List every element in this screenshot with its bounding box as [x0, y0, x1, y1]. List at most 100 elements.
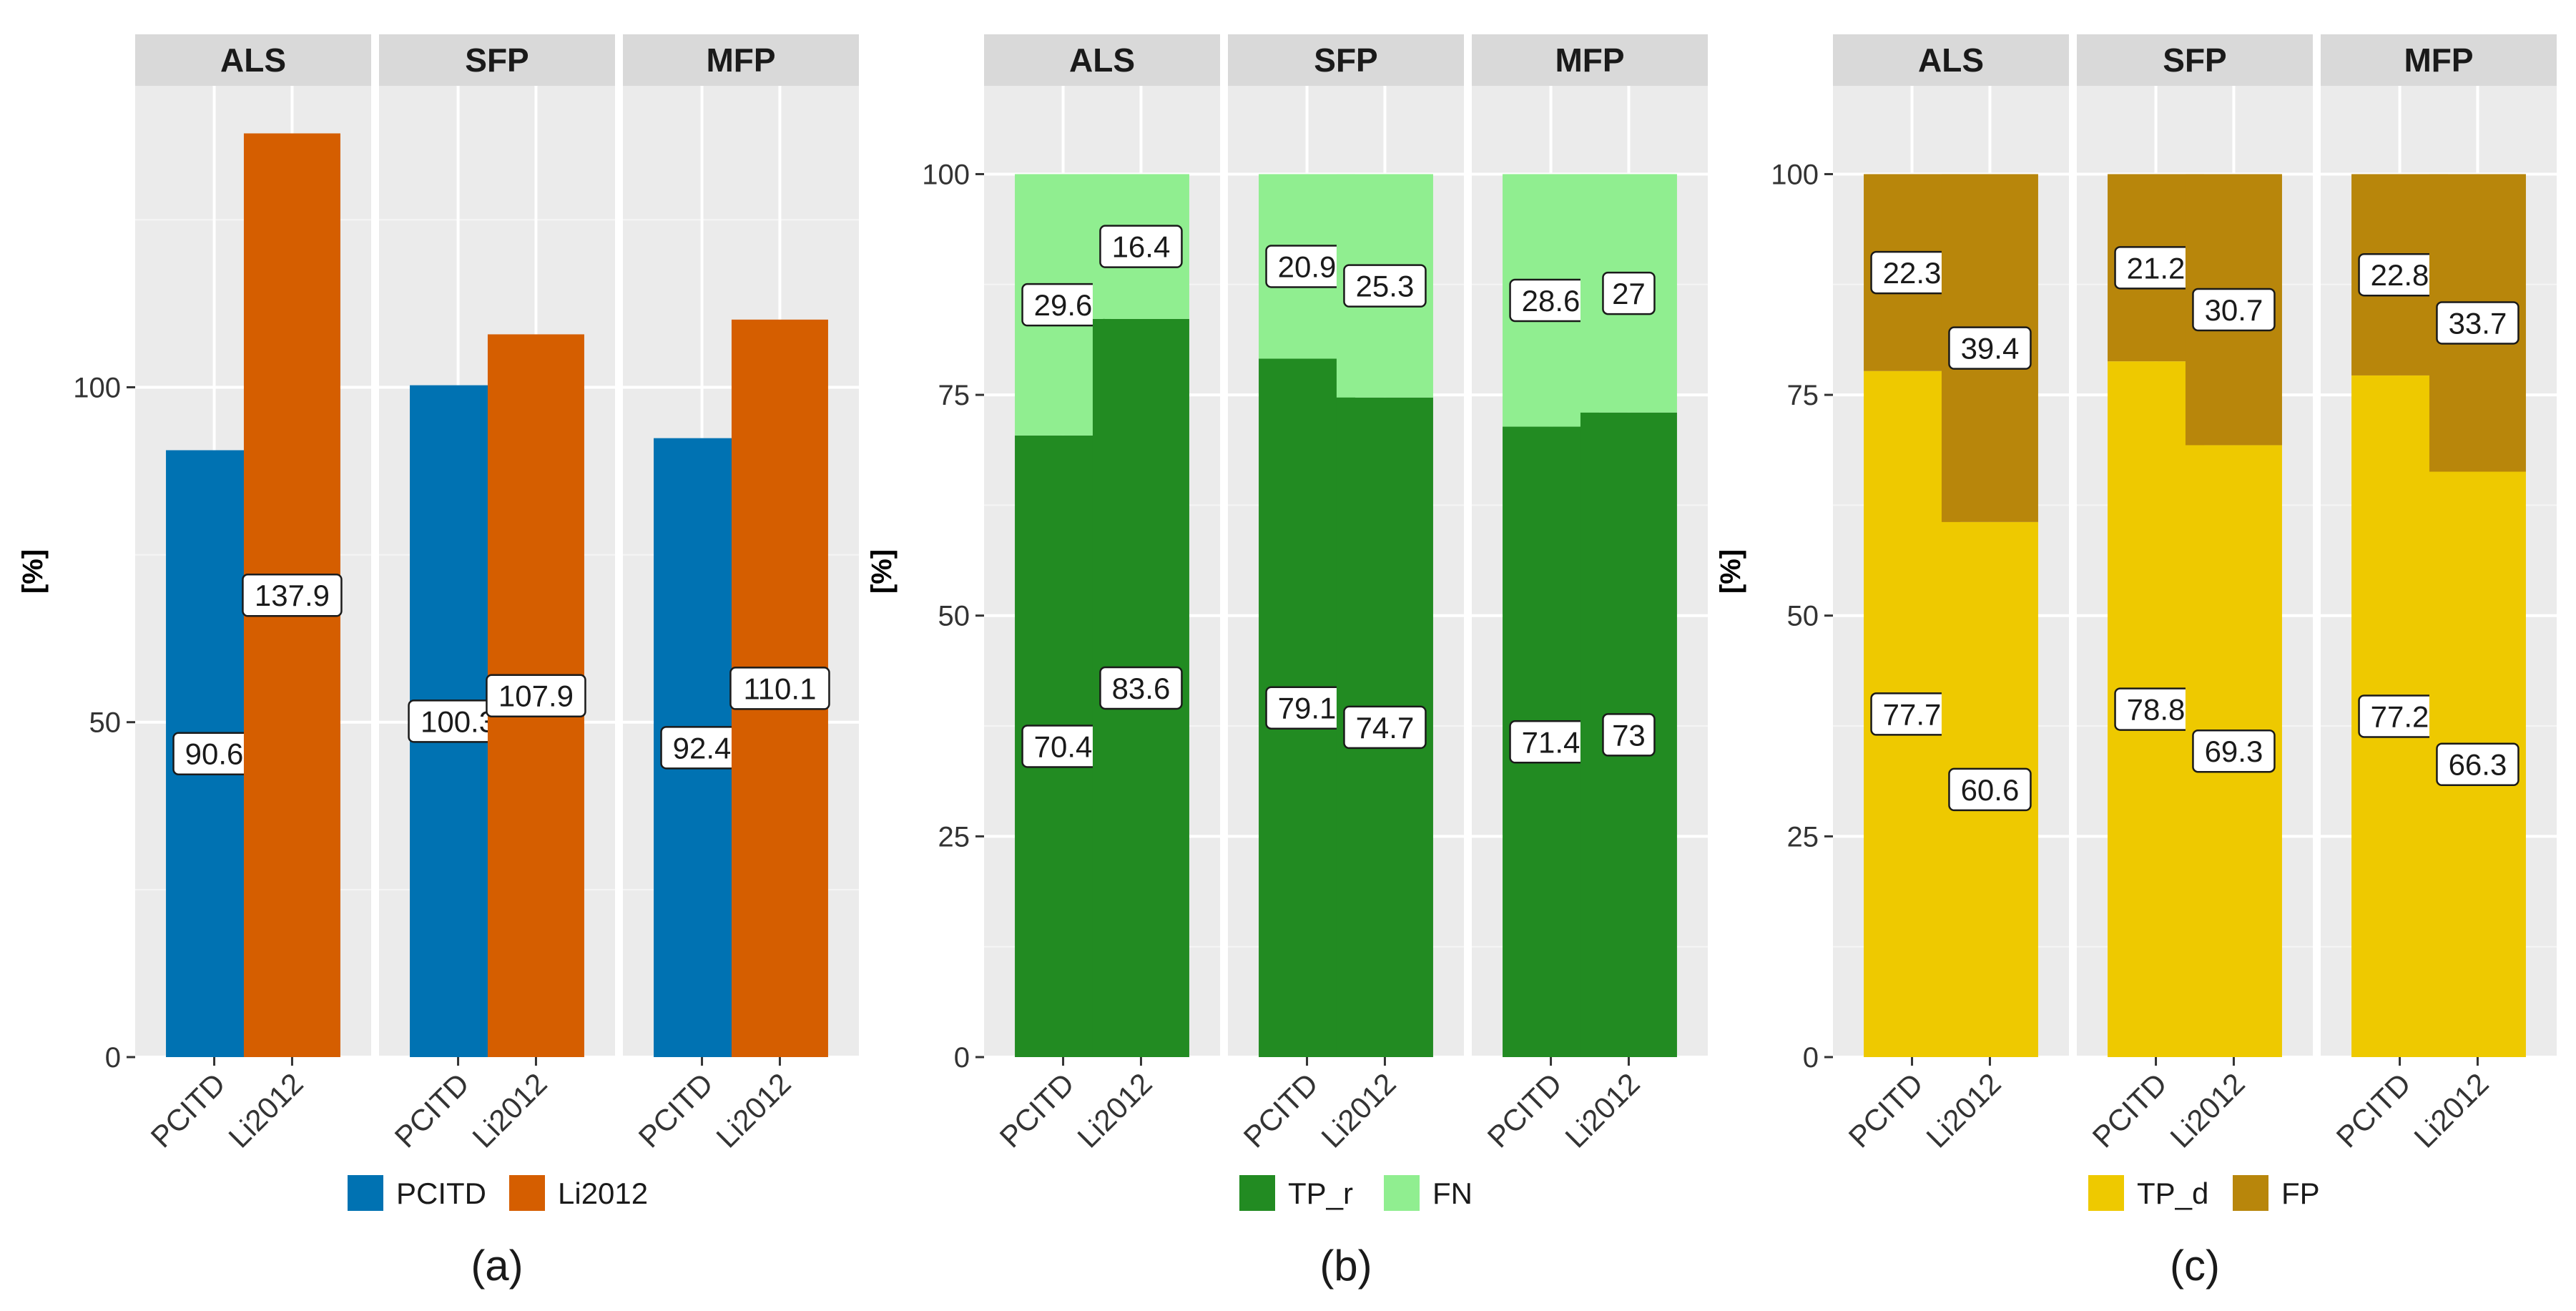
data-label: 25.3: [1356, 270, 1415, 303]
facet-strip-label: MFP: [1555, 41, 1624, 79]
panel-caption: (b): [1319, 1242, 1372, 1290]
data-label: 74.7: [1356, 711, 1415, 745]
y-tick-label: 25: [1787, 821, 1819, 853]
data-label: 20.9: [1278, 250, 1337, 283]
data-label-box: [1948, 326, 2032, 370]
y-tick-label: 50: [89, 707, 122, 739]
data-label-box: [486, 674, 586, 717]
x-tick-label: PCITD: [1481, 1066, 1568, 1154]
data-label: 107.9: [498, 679, 574, 713]
data-label: 73: [1612, 718, 1646, 752]
x-tick-label: Li2012: [2407, 1066, 2494, 1154]
data-label: 39.4: [1961, 332, 2020, 365]
data-label: 83.6: [1112, 672, 1171, 705]
facet-strip-label: MFP: [706, 41, 775, 79]
y-axis-title: [%]: [866, 549, 898, 594]
legend-label: PCITD: [396, 1177, 486, 1210]
y-tick-label: 0: [1803, 1042, 1819, 1074]
x-tick-label: Li2012: [1314, 1066, 1402, 1154]
legend-swatch: [2233, 1175, 2268, 1211]
facet-strip-label: SFP: [465, 41, 529, 79]
data-label: 30.7: [2205, 293, 2263, 327]
data-label: 100.3: [421, 704, 496, 738]
data-label: 77.2: [2371, 699, 2429, 733]
y-axis-title: [%]: [17, 549, 49, 594]
y-axis-title: [%]: [1715, 549, 1746, 594]
facet-strip-label: SFP: [2163, 41, 2226, 79]
facet-strip: [2321, 34, 2557, 86]
x-tick-label: PCITD: [1842, 1066, 1929, 1154]
data-label: 71.4: [1522, 725, 1580, 759]
data-label: 16.4: [1112, 230, 1171, 264]
facet-als: ALS 77.7 22.3 PCITD 60.6 39.4 Li2012: [1833, 34, 2069, 1154]
data-label: 33.7: [2449, 306, 2507, 340]
legend-swatch: [509, 1175, 545, 1211]
data-label-box: [1602, 713, 1656, 757]
y-tick-label: 0: [105, 1042, 121, 1074]
data-label: 77.7: [1883, 697, 1942, 731]
data-label-box: [1948, 767, 2032, 812]
y-tick-label: 75: [1787, 380, 1819, 411]
y-tick-label: 50: [1787, 601, 1819, 632]
legend: PCITD Li2012: [348, 1175, 648, 1211]
x-tick-label: PCITD: [632, 1066, 719, 1154]
facet-strip-label: ALS: [220, 41, 286, 79]
data-label: 70.4: [1034, 730, 1093, 763]
legend-label: TP_r: [1288, 1177, 1353, 1210]
chart-panel-c: [%] 0 25 50 75 100 ALS 77.7 22.3 PCITD 60.6 39.4 Li2…: [1715, 34, 2557, 1290]
facet-strip-label: SFP: [1314, 41, 1377, 79]
facet-als: ALS 90.6 PCITD 137.9 Li2012: [135, 34, 371, 1154]
facet-strip-label: ALS: [1069, 41, 1135, 79]
data-label-box: [729, 667, 830, 710]
facet-strip: [984, 34, 1220, 86]
legend-swatch: [348, 1175, 383, 1211]
data-label: 69.3: [2205, 735, 2263, 768]
data-label: 137.9: [255, 579, 330, 612]
y-tick-label: 0: [954, 1042, 970, 1074]
facet-mfp: MFP 71.4 28.6 PCITD 73 27 Li2012: [1472, 34, 1708, 1154]
data-label-box: [1099, 666, 1183, 710]
data-label-box: [242, 573, 343, 617]
facet-strip: [135, 34, 371, 86]
facet-als: ALS 70.4 29.6 PCITD 83.6 16.4 Li2012: [984, 34, 1220, 1154]
data-label: 78.8: [2127, 693, 2186, 727]
panel-caption: (c): [2170, 1242, 2220, 1290]
legend-swatch: [1239, 1175, 1275, 1211]
facet-strip: [1472, 34, 1708, 86]
data-label-box: [1099, 225, 1183, 268]
data-label: 28.6: [1522, 284, 1580, 318]
data-label: 22.8: [2371, 258, 2429, 292]
data-label-box: [2192, 729, 2276, 773]
x-tick-label: Li2012: [1558, 1066, 1646, 1154]
facet-strip-label: MFP: [2404, 41, 2473, 79]
x-tick-label: Li2012: [1919, 1066, 2007, 1154]
y-tick-label: 100: [922, 159, 970, 190]
data-label: 110.1: [743, 672, 816, 705]
y-tick-label: 50: [938, 601, 970, 632]
x-tick-label: Li2012: [1071, 1066, 1158, 1154]
facet-sfp: SFP 79.1 20.9 PCITD 74.7 25.3 Li2012: [1228, 34, 1464, 1154]
data-label: 27: [1612, 277, 1646, 310]
facet-mfp: MFP 92.4 PCITD 110.1 Li2012: [623, 34, 859, 1154]
x-tick-label: Li2012: [2163, 1066, 2251, 1154]
data-label-box: [2436, 742, 2520, 786]
chart-panel-b: [%] 0 25 50 75 100 ALS 70.4 29.6 PCITD 83.6 16.4 Li2…: [866, 34, 1708, 1290]
data-label-box: [1602, 271, 1656, 315]
facet-mfp: MFP 77.2 22.8 PCITD 66.3 33.7 Li2012: [2321, 34, 2557, 1154]
data-label: 66.3: [2449, 748, 2507, 782]
legend-label: FN: [1432, 1177, 1473, 1210]
facet-strip: [1833, 34, 2069, 86]
data-label: 60.6: [1961, 773, 2020, 807]
data-label: 22.3: [1883, 256, 1942, 290]
data-label: 92.4: [673, 731, 732, 765]
facet-strip: [379, 34, 615, 86]
data-label: 79.1: [1278, 692, 1337, 725]
facet-strip: [1228, 34, 1464, 86]
x-tick-label: PCITD: [388, 1066, 476, 1154]
legend-label: FP: [2281, 1177, 2320, 1210]
data-label: 90.6: [185, 737, 244, 771]
x-tick-label: PCITD: [144, 1066, 232, 1154]
facet-strip: [2077, 34, 2313, 86]
facet-strip-label: ALS: [1918, 41, 1984, 79]
